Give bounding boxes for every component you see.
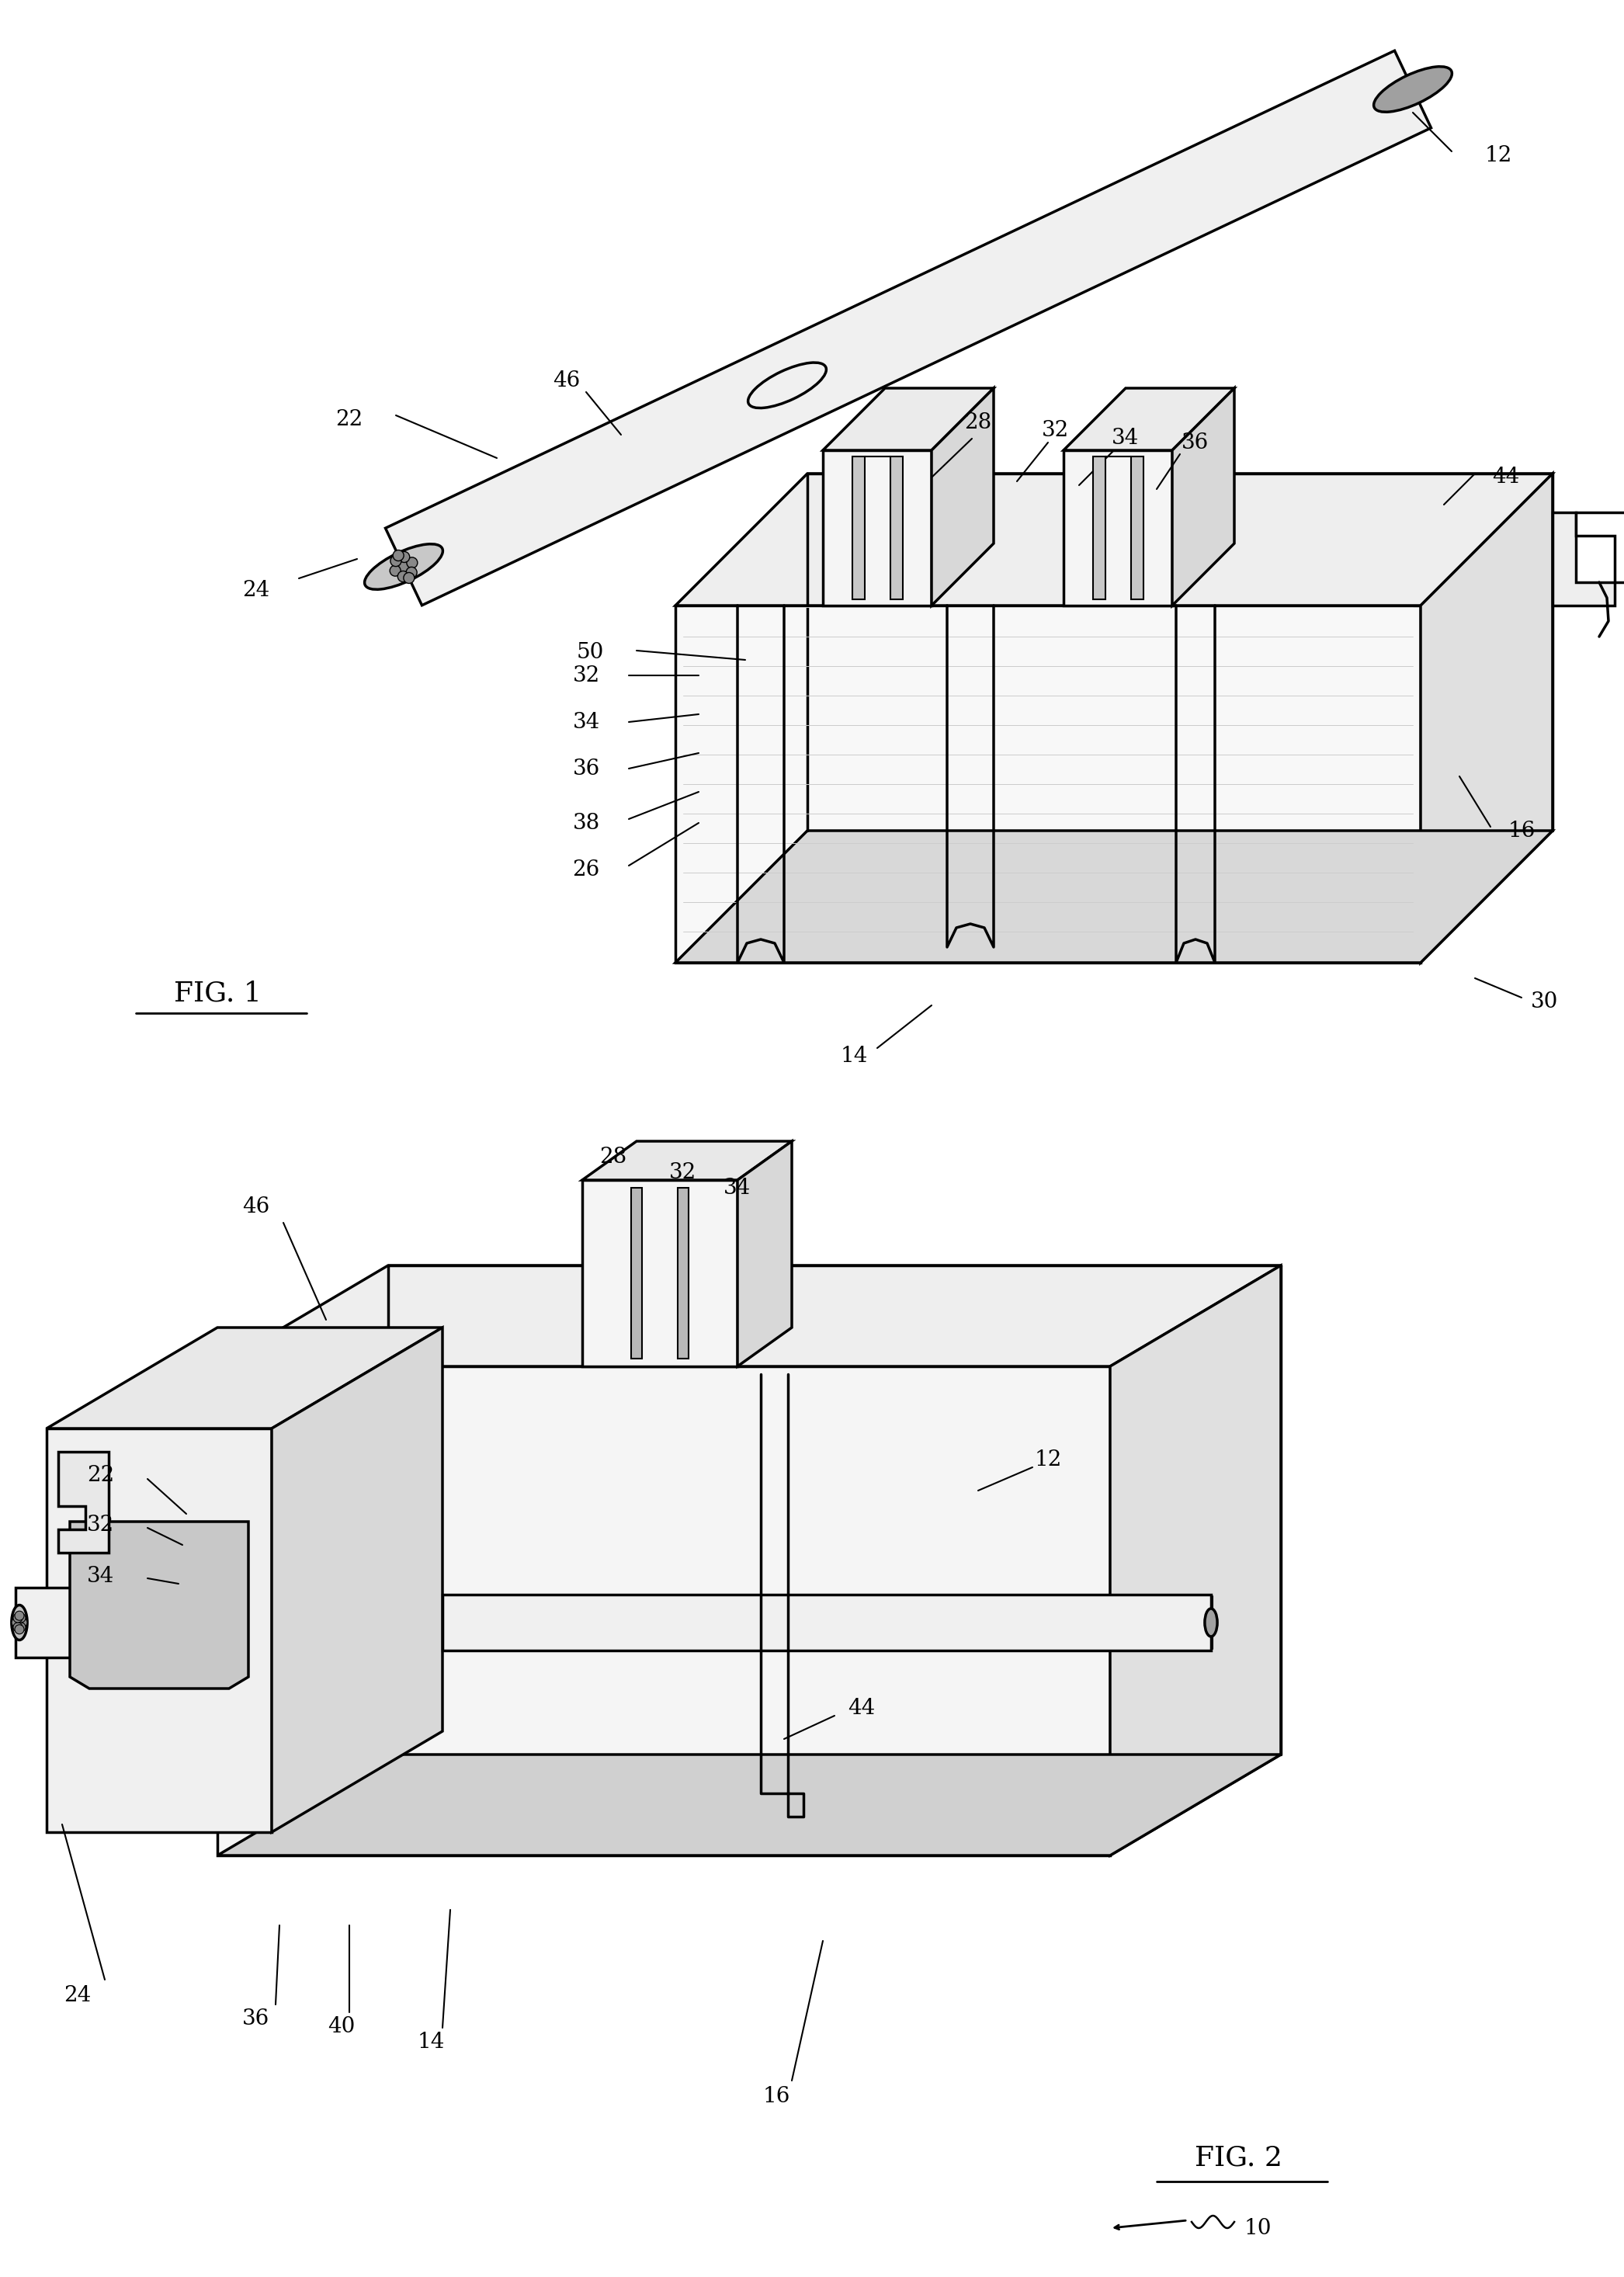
Text: 10: 10 <box>1244 2218 1272 2238</box>
Polygon shape <box>218 1266 1281 1366</box>
Text: 34: 34 <box>572 710 599 733</box>
Polygon shape <box>853 455 864 599</box>
Ellipse shape <box>364 544 443 590</box>
Circle shape <box>15 1626 24 1635</box>
Text: 34: 34 <box>88 1567 115 1587</box>
Polygon shape <box>583 1141 793 1179</box>
Text: 30: 30 <box>1531 990 1559 1011</box>
Ellipse shape <box>1374 66 1452 112</box>
Polygon shape <box>16 1587 209 1658</box>
Circle shape <box>406 558 417 569</box>
Polygon shape <box>47 1428 271 1833</box>
Circle shape <box>16 1624 26 1633</box>
Text: 12: 12 <box>1484 146 1512 166</box>
Text: 36: 36 <box>242 2008 270 2029</box>
Polygon shape <box>1111 1266 1281 1856</box>
Polygon shape <box>1173 387 1234 606</box>
Text: 28: 28 <box>599 1145 627 1168</box>
Polygon shape <box>890 455 903 599</box>
Polygon shape <box>677 1189 689 1359</box>
Polygon shape <box>583 1179 737 1366</box>
Circle shape <box>13 1624 23 1633</box>
Circle shape <box>400 551 409 562</box>
Text: 32: 32 <box>572 665 599 685</box>
Text: 34: 34 <box>1112 428 1140 449</box>
Circle shape <box>390 565 401 576</box>
Ellipse shape <box>11 1605 28 1639</box>
Text: 46: 46 <box>242 1198 270 1218</box>
Polygon shape <box>1553 512 1614 606</box>
Text: 24: 24 <box>63 1986 91 2006</box>
Text: 32: 32 <box>88 1514 115 1537</box>
Circle shape <box>390 556 401 567</box>
Polygon shape <box>932 387 994 606</box>
Circle shape <box>398 562 409 572</box>
Polygon shape <box>70 1521 248 1690</box>
Text: 12: 12 <box>1034 1448 1062 1471</box>
Polygon shape <box>442 1594 1212 1651</box>
Text: FIG. 2: FIG. 2 <box>1194 2145 1281 2172</box>
Text: 16: 16 <box>1507 820 1535 840</box>
Text: 16: 16 <box>763 2086 789 2106</box>
Polygon shape <box>823 387 994 451</box>
Text: 28: 28 <box>965 412 992 433</box>
Text: 44: 44 <box>848 1696 875 1719</box>
Circle shape <box>15 1612 24 1621</box>
Text: 22: 22 <box>336 410 364 430</box>
Circle shape <box>13 1612 23 1624</box>
Text: 38: 38 <box>572 813 599 833</box>
Polygon shape <box>1421 474 1553 963</box>
Polygon shape <box>1130 455 1143 599</box>
Polygon shape <box>632 1189 641 1359</box>
Polygon shape <box>218 1756 1281 1856</box>
Polygon shape <box>1064 387 1234 451</box>
Polygon shape <box>676 831 1553 963</box>
Polygon shape <box>1064 451 1173 606</box>
Text: 36: 36 <box>1182 433 1210 453</box>
Circle shape <box>393 551 404 560</box>
Text: 24: 24 <box>242 581 270 601</box>
Text: 14: 14 <box>417 2031 445 2052</box>
Text: 50: 50 <box>577 642 604 663</box>
Polygon shape <box>47 1327 442 1428</box>
Circle shape <box>11 1619 21 1628</box>
Circle shape <box>15 1619 24 1628</box>
Polygon shape <box>1093 455 1104 599</box>
Polygon shape <box>385 50 1431 606</box>
Text: 36: 36 <box>572 758 599 779</box>
Text: 46: 46 <box>554 369 580 392</box>
Text: 34: 34 <box>724 1177 752 1198</box>
Text: 44: 44 <box>1492 467 1520 487</box>
Polygon shape <box>737 1141 793 1366</box>
Text: 22: 22 <box>88 1464 115 1485</box>
Polygon shape <box>1575 512 1624 583</box>
Circle shape <box>18 1619 28 1628</box>
Text: 32: 32 <box>1043 421 1070 442</box>
Polygon shape <box>271 1327 442 1833</box>
Ellipse shape <box>1205 1608 1218 1637</box>
Text: 26: 26 <box>572 858 599 879</box>
Text: 14: 14 <box>840 1045 867 1066</box>
Text: 32: 32 <box>669 1161 697 1182</box>
Polygon shape <box>676 474 1553 606</box>
Text: 40: 40 <box>328 2015 356 2036</box>
Polygon shape <box>823 451 932 606</box>
Polygon shape <box>218 1366 1111 1856</box>
Circle shape <box>403 572 414 583</box>
Polygon shape <box>58 1453 109 1553</box>
Circle shape <box>398 572 409 583</box>
Text: FIG. 1: FIG. 1 <box>174 981 261 1006</box>
Circle shape <box>406 567 417 578</box>
Circle shape <box>16 1612 26 1624</box>
Polygon shape <box>676 606 1421 963</box>
